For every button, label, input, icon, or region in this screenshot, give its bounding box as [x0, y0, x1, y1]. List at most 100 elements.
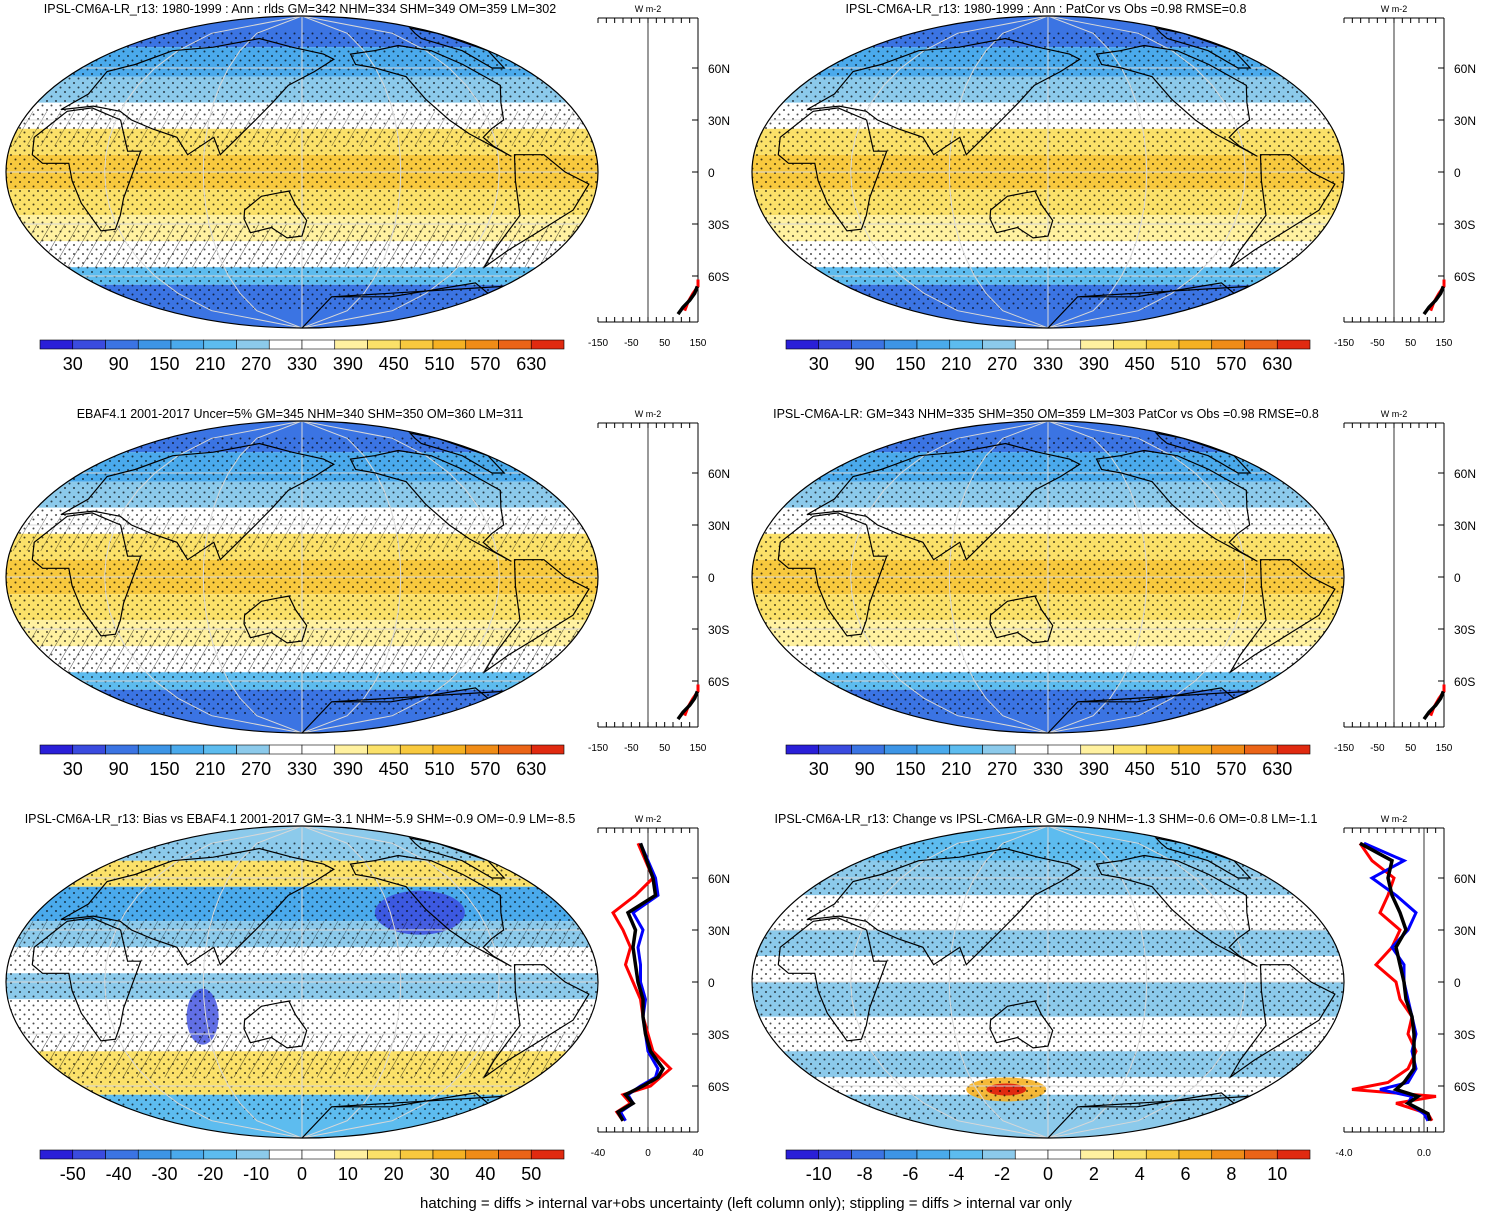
colorbar-tick-label: 390 — [333, 354, 363, 374]
graticule-lon — [202, 16, 303, 328]
panel-ebaf-obs: EBAF4.1 2001-2017 Uncer=5% GM=345 NHM=34… — [0, 405, 746, 810]
profile-lat-label: 30S — [1454, 218, 1475, 232]
colorbar-swatch — [203, 744, 237, 755]
colorbar-tick-label: 450 — [1125, 354, 1155, 374]
colorbar-tick-label: 450 — [379, 759, 409, 779]
colorbar-tick-label: 30 — [809, 759, 829, 779]
colorbar-tick-label: -40 — [106, 1164, 132, 1184]
colorbar-tick-label: 570 — [470, 354, 500, 374]
colorbar-swatch — [236, 1149, 270, 1160]
profile-x-label: 50 — [1405, 743, 1417, 754]
colorbar-tick-label: 2 — [1089, 1164, 1099, 1184]
colorbar-tick-label: 330 — [1033, 354, 1063, 374]
graticule-lon — [1047, 16, 1246, 328]
coastline-greenland — [408, 27, 506, 69]
coastline-south-america — [483, 154, 590, 268]
colorbar-swatch — [982, 339, 1016, 350]
profile-lat-label: 30N — [1454, 114, 1476, 128]
profile-x-label: -150 — [588, 743, 608, 754]
colorbar-swatch — [465, 339, 499, 350]
colorbar-tick-label: 50 — [521, 1164, 541, 1184]
profile-lat-label: 60N — [708, 872, 730, 886]
coastline-greenland — [1154, 432, 1252, 474]
profile-x-label: -40 — [591, 1148, 606, 1159]
colorbar-swatch — [1211, 339, 1245, 350]
coastline-greenland — [408, 837, 506, 879]
chart-svg: 30 90 150 210 270 330 390 450 510 570 630 W m-2 60N 3… — [751, 4, 1476, 374]
colorbar-swatch — [949, 339, 983, 350]
colorbar-swatch — [39, 1149, 74, 1160]
coastline-south-america — [483, 964, 590, 1078]
colorbar-swatch — [301, 1149, 336, 1160]
colorbar-tick-label: 570 — [1216, 759, 1246, 779]
colorbar-swatch — [203, 339, 237, 350]
profile-x-label: -50 — [624, 338, 639, 349]
colorbar-swatch — [105, 1149, 139, 1160]
coastline-europe-asia — [60, 442, 336, 561]
colorbar-swatch — [236, 744, 270, 755]
colorbar-swatch — [883, 744, 918, 755]
colorbar-tick-label: -8 — [857, 1164, 873, 1184]
coastline-south-america — [1229, 154, 1336, 268]
colorbar-swatch — [1211, 1149, 1245, 1160]
coastline-australia — [989, 595, 1054, 644]
coastline-south-america — [1229, 964, 1336, 1078]
colorbar-swatch — [367, 1149, 401, 1160]
coastline-africa — [777, 512, 888, 637]
colorbar-swatch — [432, 1149, 467, 1160]
colorbar-swatch — [1145, 744, 1180, 755]
graticule-lon — [104, 16, 303, 328]
colorbar-tick-label: 10 — [338, 1164, 358, 1184]
colorbar-swatch — [883, 339, 918, 350]
colorbar-swatch — [916, 1149, 951, 1160]
graticule-lon — [948, 16, 1049, 328]
panel-title: IPSL-CM6A-LR_r13: Change vs IPSL-CM6A-LR… — [774, 812, 1318, 826]
colorbar-swatch — [39, 339, 74, 350]
colorbar-tick-label: 570 — [1216, 354, 1246, 374]
colorbar-tick-label: 330 — [287, 759, 317, 779]
colorbar: -50 -40 -30 -20 -10 0 10 20 30 40 50 — [39, 1149, 565, 1184]
graticule-lon — [1047, 421, 1246, 733]
coastline-australia — [989, 190, 1054, 239]
colorbar-swatch — [949, 744, 983, 755]
panel-title: IPSL-CM6A-LR_r13: 1980-1999 : Ann : PatC… — [845, 2, 1247, 16]
colorbar-tick-label: 270 — [241, 759, 271, 779]
colorbar-swatch — [982, 744, 1016, 755]
colorbar-tick-label: 510 — [1171, 354, 1201, 374]
profile-lat-label: 60S — [1454, 270, 1475, 284]
coastline-north-america — [1095, 44, 1258, 157]
colorbar-swatch — [137, 1149, 172, 1160]
colorbar-swatch — [105, 744, 139, 755]
profile-lat-label: 0 — [708, 571, 715, 585]
colorbar-tick-label: -4 — [948, 1164, 964, 1184]
graticule-lon — [104, 826, 303, 1138]
colorbar: 30 90 150 210 270 330 390 450 510 570 630 — [39, 339, 565, 374]
colorbar-tick-label: -20 — [197, 1164, 223, 1184]
colorbar: 30 90 150 210 270 330 390 450 510 570 630 — [785, 744, 1311, 779]
colorbar-tick-label: 90 — [855, 759, 875, 779]
map-border — [751, 420, 1345, 734]
colorbar-swatch — [203, 1149, 237, 1160]
colorbar-swatch — [883, 1149, 918, 1160]
map-border — [5, 420, 599, 734]
colorbar-tick-label: 10 — [1267, 1164, 1287, 1184]
colorbar-swatch — [949, 1149, 983, 1160]
profile-lat-label: 0 — [1454, 976, 1461, 990]
coastline-north-america — [349, 854, 512, 967]
colorbar-tick-label: 210 — [195, 759, 225, 779]
colorbar-tick-label: 330 — [287, 354, 317, 374]
colorbar-tick-label: -6 — [902, 1164, 918, 1184]
profile-lat-label: 0 — [708, 976, 715, 990]
colorbar-tick-label: 390 — [333, 759, 363, 779]
profile-x-label: 0.0 — [1417, 1148, 1431, 1159]
colorbar-swatch — [1178, 744, 1213, 755]
profile-lat-label: 0 — [1454, 571, 1461, 585]
panel-bias: IPSL-CM6A-LR_r13: Bias vs EBAF4.1 2001-2… — [0, 810, 746, 1215]
profile-lat-label: 0 — [708, 166, 715, 180]
colorbar-swatch — [1276, 744, 1311, 755]
colorbar-swatch — [1047, 339, 1082, 350]
colorbar-tick-label: 570 — [470, 759, 500, 779]
colorbar-swatch — [1080, 744, 1114, 755]
panel-title: IPSL-CM6A-LR: GM=343 NHM=335 SHM=350 OM=… — [773, 407, 1319, 421]
graticule-lon — [301, 826, 500, 1138]
